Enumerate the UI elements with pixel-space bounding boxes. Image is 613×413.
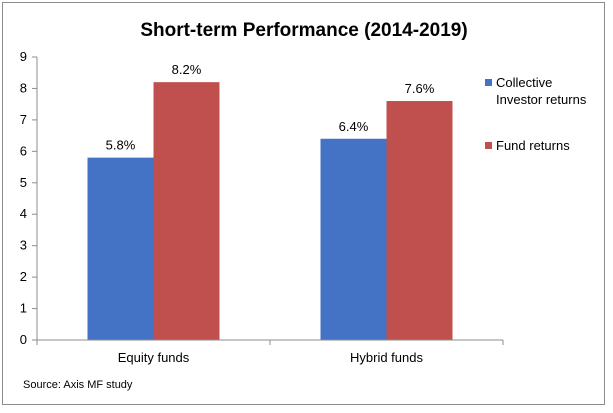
y-axis: 0 1 2 3 4 5 6 7 8 9 xyxy=(20,49,38,347)
category-label: Hybrid funds xyxy=(350,350,423,365)
legend: Collective Investor returns Fund returns xyxy=(485,75,587,153)
chart-title: Short-term Performance (2014-2019) xyxy=(140,20,467,41)
x-axis: Equity funds Hybrid funds xyxy=(36,339,504,365)
bar xyxy=(320,138,387,340)
legend-label: Fund returns xyxy=(496,138,570,153)
bar xyxy=(87,157,154,340)
data-label: 5.8% xyxy=(106,138,136,153)
y-tick-label: 1 xyxy=(20,301,27,316)
data-label: 7.6% xyxy=(405,81,435,96)
chart-frame: Short-term Performance (2014-2019) 0 1 2 3 4… xyxy=(2,2,605,405)
y-tick-label: 8 xyxy=(20,80,27,95)
y-tick-label: 9 xyxy=(20,49,27,64)
y-tick-label: 4 xyxy=(20,206,27,221)
bar xyxy=(386,101,453,341)
y-tick-label: 6 xyxy=(20,143,27,158)
y-tick-label: 7 xyxy=(20,112,27,127)
source-note: Source: Axis MF study xyxy=(23,379,133,391)
legend-swatch xyxy=(485,79,492,86)
y-tick-label: 2 xyxy=(20,269,27,284)
legend-swatch xyxy=(485,142,492,149)
y-tick-label: 5 xyxy=(20,175,27,190)
data-label: 6.4% xyxy=(339,119,369,134)
category-label: Equity funds xyxy=(118,350,190,365)
y-tick-label: 0 xyxy=(20,332,27,347)
legend-label: Investor returns xyxy=(496,92,587,107)
bar-chart: Short-term Performance (2014-2019) 0 1 2 3 4… xyxy=(20,20,587,391)
y-tick-label: 3 xyxy=(20,238,27,253)
data-label: 8.2% xyxy=(172,62,202,77)
legend-label: Collective xyxy=(496,75,552,90)
bar xyxy=(153,82,220,341)
bars-group: 5.8% 6.4% 8.2% 7.6% xyxy=(87,62,453,341)
